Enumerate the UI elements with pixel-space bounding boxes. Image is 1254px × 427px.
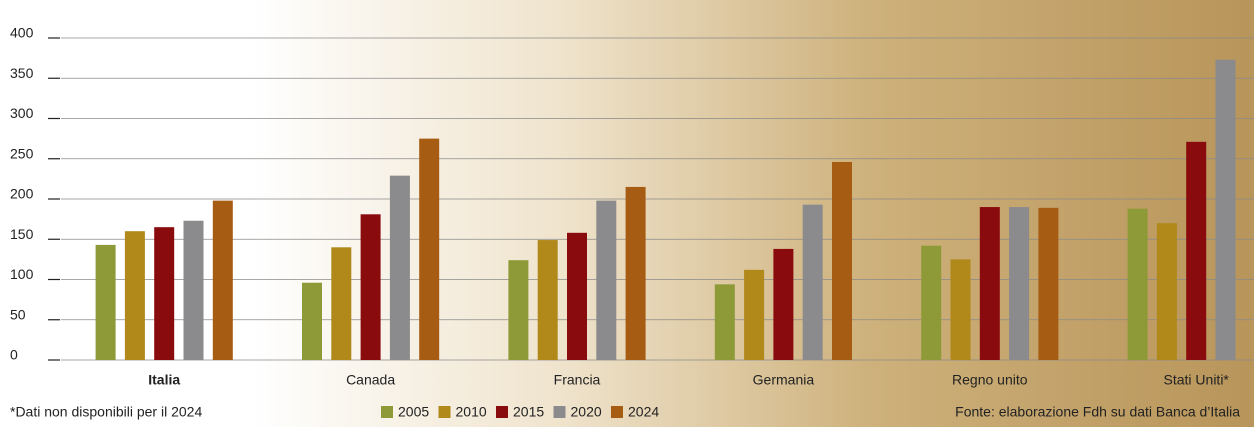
bar <box>508 260 528 360</box>
chart: *Dati non disponibili per il 2024 Fonte:… <box>0 0 1254 427</box>
legend-label: 2020 <box>571 404 602 420</box>
y-tick-label: 100 <box>10 266 34 282</box>
y-tick-label: 300 <box>10 105 34 121</box>
bar <box>773 249 793 360</box>
legend-label: 2015 <box>513 404 544 420</box>
bar <box>302 283 322 360</box>
legend-label: 2010 <box>456 404 487 420</box>
bar <box>419 139 439 360</box>
y-tick-label: 150 <box>10 226 34 242</box>
bar <box>361 214 381 360</box>
bar <box>1186 142 1206 360</box>
bar <box>803 205 823 360</box>
legend-swatch <box>554 406 566 418</box>
bar <box>1038 208 1058 360</box>
x-tick-label: Italia <box>148 372 180 388</box>
legend-label: 2024 <box>628 404 659 420</box>
x-tick-label: Germania <box>753 372 815 388</box>
bar <box>1216 60 1236 360</box>
bar <box>125 231 145 360</box>
bar <box>184 221 204 360</box>
source: Fonte: elaborazione Fdh su dati Banca d’… <box>955 404 1240 420</box>
legend-swatch <box>381 406 393 418</box>
y-tick-label: 350 <box>10 65 34 81</box>
bar <box>538 240 558 360</box>
bar <box>715 284 735 360</box>
bar <box>921 246 941 360</box>
legend-swatch <box>496 406 508 418</box>
bar <box>390 176 410 360</box>
bar <box>980 207 1000 360</box>
x-tick-label: Canada <box>346 372 395 388</box>
x-tick-label: Francia <box>554 372 601 388</box>
bar <box>1157 223 1177 360</box>
bar <box>154 227 174 360</box>
legend-label: 2005 <box>398 404 429 420</box>
y-tick-label: 0 <box>10 347 18 363</box>
x-tick-label: Stati Uniti* <box>1164 372 1230 388</box>
legend-swatch <box>611 406 623 418</box>
footnote: *Dati non disponibili per il 2024 <box>10 404 202 420</box>
y-tick-label: 250 <box>10 145 34 161</box>
bar <box>331 247 351 360</box>
bar <box>96 245 116 360</box>
bar <box>1009 207 1029 360</box>
bar <box>951 259 971 360</box>
bar <box>213 201 233 360</box>
bar <box>744 270 764 360</box>
bar <box>1128 209 1148 360</box>
legend-swatch <box>439 406 451 418</box>
bar <box>626 187 646 360</box>
bar <box>567 233 587 360</box>
bar <box>596 201 616 360</box>
x-tick-label: Regno unito <box>952 372 1028 388</box>
y-tick-label: 400 <box>10 25 34 41</box>
bar <box>832 162 852 360</box>
y-tick-label: 200 <box>10 186 34 202</box>
page: {"chart_data": {"type": "bar", "categori… <box>0 0 1254 427</box>
y-tick-label: 50 <box>10 306 26 322</box>
